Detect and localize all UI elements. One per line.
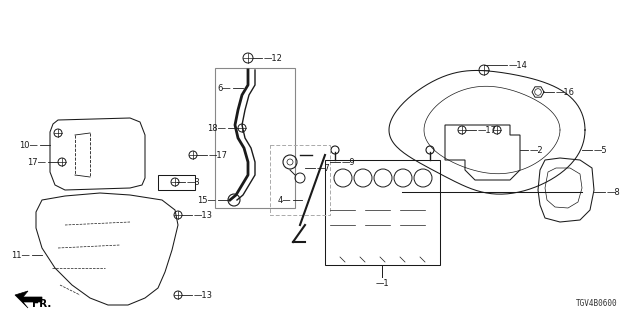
Text: —3: —3 <box>187 178 201 187</box>
Text: FR.: FR. <box>32 299 51 309</box>
Text: TGV4B0600: TGV4B0600 <box>577 299 618 308</box>
Text: —2: —2 <box>530 146 543 155</box>
Text: —16: —16 <box>556 87 575 97</box>
Text: —5: —5 <box>594 146 607 155</box>
Text: 17—: 17— <box>27 157 46 166</box>
Polygon shape <box>15 291 42 308</box>
Text: —1: —1 <box>375 279 389 288</box>
Text: —7: —7 <box>317 164 331 172</box>
Text: —12: —12 <box>264 53 283 62</box>
Text: —14: —14 <box>509 60 528 69</box>
Text: 18—: 18— <box>207 124 226 132</box>
Text: 15—: 15— <box>197 196 216 204</box>
Text: —17: —17 <box>478 125 497 134</box>
Text: —13: —13 <box>194 211 213 220</box>
Text: —8: —8 <box>607 188 621 196</box>
Text: 11—: 11— <box>11 251 30 260</box>
Text: —9: —9 <box>342 157 356 166</box>
Text: —17: —17 <box>209 150 228 159</box>
Text: 10—: 10— <box>19 140 38 149</box>
Text: —13: —13 <box>194 291 213 300</box>
Text: 6—: 6— <box>217 84 231 92</box>
Text: 4—: 4— <box>277 196 291 204</box>
